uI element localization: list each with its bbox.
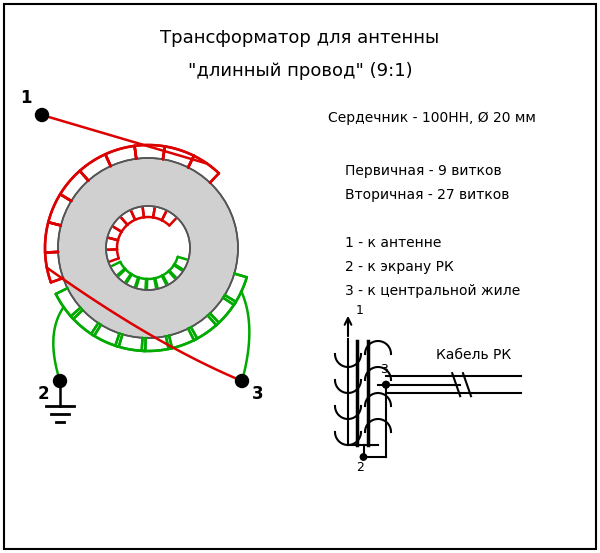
Text: 3 - к центральной жиле: 3 - к центральной жиле <box>345 284 520 298</box>
Text: 2 - к экрану РК: 2 - к экрану РК <box>345 260 454 274</box>
Circle shape <box>383 382 389 388</box>
Text: Кабель РК: Кабель РК <box>436 348 511 362</box>
Text: 2: 2 <box>38 385 50 403</box>
Circle shape <box>53 374 67 388</box>
Text: Трансформатор для антенны: Трансформатор для антенны <box>160 29 440 47</box>
Text: 2: 2 <box>356 461 364 474</box>
Circle shape <box>35 108 49 122</box>
Circle shape <box>360 454 367 460</box>
Text: 3: 3 <box>380 363 388 375</box>
Text: Сердечник - 100НН, Ø 20 мм: Сердечник - 100НН, Ø 20 мм <box>328 111 536 125</box>
Text: "длинный провод" (9:1): "длинный провод" (9:1) <box>188 62 412 80</box>
Text: 1: 1 <box>20 89 32 107</box>
Text: Вторичная - 27 витков: Вторичная - 27 витков <box>345 188 509 202</box>
Text: 3: 3 <box>252 385 263 403</box>
Text: 1: 1 <box>356 305 364 317</box>
Circle shape <box>235 374 248 388</box>
Circle shape <box>383 382 389 388</box>
Text: Первичная - 9 витков: Первичная - 9 витков <box>345 164 502 178</box>
Text: 1 - к антенне: 1 - к антенне <box>345 236 442 250</box>
